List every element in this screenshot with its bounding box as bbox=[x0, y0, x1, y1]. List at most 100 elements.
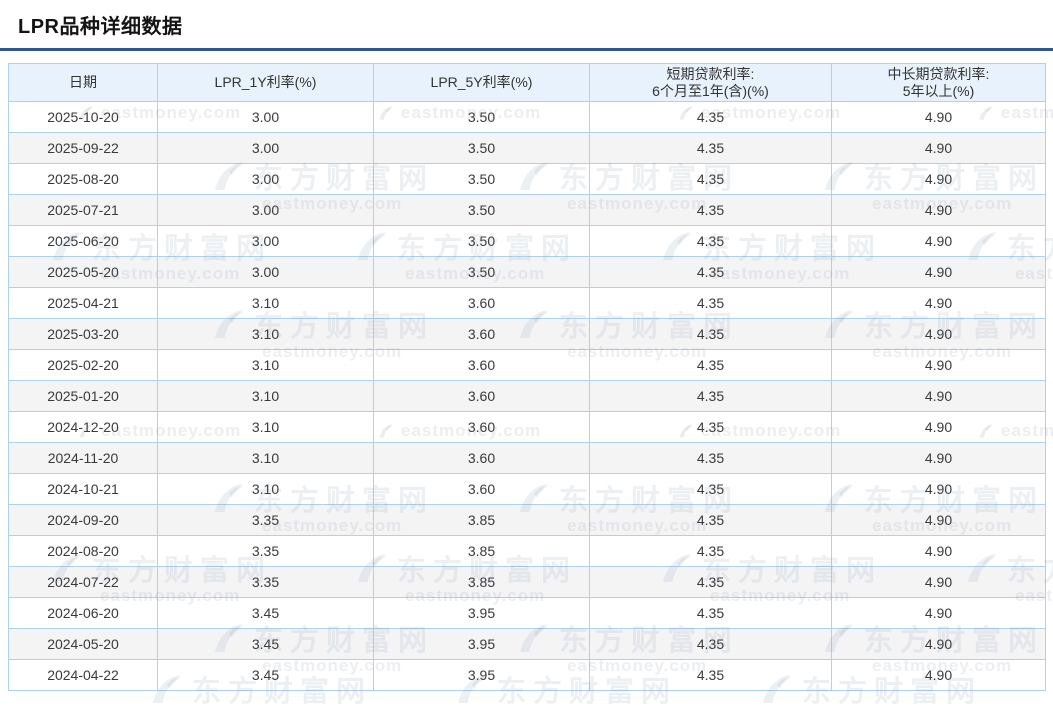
cell-lpr-5y: 3.60 bbox=[373, 380, 590, 412]
cell-mid-long-term-rate: 4.90 bbox=[831, 194, 1046, 226]
cell-lpr-1y: 3.10 bbox=[157, 442, 374, 474]
cell-lpr-1y: 3.10 bbox=[157, 380, 374, 412]
cell-short-term-rate: 4.35 bbox=[589, 535, 832, 567]
table-row: 2024-07-22 3.35 3.85 4.35 4.90 bbox=[8, 566, 1046, 598]
lpr-table-container: 日期 LPR_1Y利率(%) LPR_5Y利率(%) 短期贷款利率: 6个月至1… bbox=[8, 63, 1046, 691]
cell-lpr-5y: 3.60 bbox=[373, 287, 590, 319]
cell-lpr-5y: 3.60 bbox=[373, 442, 590, 474]
cell-short-term-rate: 4.35 bbox=[589, 597, 832, 629]
cell-mid-long-term-rate: 4.90 bbox=[831, 628, 1046, 660]
cell-short-term-rate: 4.35 bbox=[589, 132, 832, 164]
cell-mid-long-term-rate: 4.90 bbox=[831, 659, 1046, 691]
table-row: 2025-03-20 3.10 3.60 4.35 4.90 bbox=[8, 318, 1046, 350]
cell-short-term-rate: 4.35 bbox=[589, 225, 832, 257]
cell-lpr-5y: 3.50 bbox=[373, 256, 590, 288]
cell-date: 2024-09-20 bbox=[8, 504, 158, 536]
cell-mid-long-term-rate: 4.90 bbox=[831, 473, 1046, 505]
table-row: 2025-07-21 3.00 3.50 4.35 4.90 bbox=[8, 194, 1046, 226]
cell-lpr-1y: 3.00 bbox=[157, 101, 374, 133]
cell-short-term-rate: 4.35 bbox=[589, 101, 832, 133]
cell-short-term-rate: 4.35 bbox=[589, 628, 832, 660]
cell-lpr-5y: 3.50 bbox=[373, 163, 590, 195]
table-row: 2025-05-20 3.00 3.50 4.35 4.90 bbox=[8, 256, 1046, 288]
cell-lpr-1y: 3.00 bbox=[157, 132, 374, 164]
cell-lpr-5y: 3.50 bbox=[373, 132, 590, 164]
cell-short-term-rate: 4.35 bbox=[589, 287, 832, 319]
cell-short-term-rate: 4.35 bbox=[589, 349, 832, 381]
cell-lpr-5y: 3.50 bbox=[373, 194, 590, 226]
table-row: 2024-11-20 3.10 3.60 4.35 4.90 bbox=[8, 442, 1046, 474]
table-row: 2025-09-22 3.00 3.50 4.35 4.90 bbox=[8, 132, 1046, 164]
cell-mid-long-term-rate: 4.90 bbox=[831, 318, 1046, 350]
cell-mid-long-term-rate: 4.90 bbox=[831, 597, 1046, 629]
cell-lpr-5y: 3.60 bbox=[373, 411, 590, 443]
cell-lpr-5y: 3.85 bbox=[373, 535, 590, 567]
cell-mid-long-term-rate: 4.90 bbox=[831, 256, 1046, 288]
cell-date: 2025-02-20 bbox=[8, 349, 158, 381]
cell-date: 2025-08-20 bbox=[8, 163, 158, 195]
cell-lpr-1y: 3.10 bbox=[157, 411, 374, 443]
cell-date: 2025-05-20 bbox=[8, 256, 158, 288]
cell-date: 2024-06-20 bbox=[8, 597, 158, 629]
table-row: 2025-08-20 3.00 3.50 4.35 4.90 bbox=[8, 163, 1046, 195]
table-row: 2025-10-20 3.00 3.50 4.35 4.90 bbox=[8, 101, 1046, 133]
table-row: 2024-12-20 3.10 3.60 4.35 4.90 bbox=[8, 411, 1046, 443]
cell-lpr-1y: 3.00 bbox=[157, 194, 374, 226]
cell-date: 2025-10-20 bbox=[8, 101, 158, 133]
cell-lpr-1y: 3.35 bbox=[157, 535, 374, 567]
cell-lpr-5y: 3.95 bbox=[373, 597, 590, 629]
cell-date: 2024-08-20 bbox=[8, 535, 158, 567]
cell-lpr-5y: 3.95 bbox=[373, 659, 590, 691]
cell-lpr-5y: 3.85 bbox=[373, 566, 590, 598]
table-row: 2024-10-21 3.10 3.60 4.35 4.90 bbox=[8, 473, 1046, 505]
cell-date: 2024-05-20 bbox=[8, 628, 158, 660]
lpr-table: 日期 LPR_1Y利率(%) LPR_5Y利率(%) 短期贷款利率: 6个月至1… bbox=[8, 63, 1046, 691]
table-row: 2025-06-20 3.00 3.50 4.35 4.90 bbox=[8, 225, 1046, 257]
cell-date: 2024-07-22 bbox=[8, 566, 158, 598]
cell-short-term-rate: 4.35 bbox=[589, 194, 832, 226]
page-header: LPR品种详细数据 bbox=[0, 0, 1053, 48]
cell-date: 2025-01-20 bbox=[8, 380, 158, 412]
page-title: LPR品种详细数据 bbox=[18, 15, 183, 38]
cell-date: 2024-10-21 bbox=[8, 473, 158, 505]
cell-lpr-1y: 3.00 bbox=[157, 256, 374, 288]
cell-lpr-1y: 3.10 bbox=[157, 473, 374, 505]
cell-mid-long-term-rate: 4.90 bbox=[831, 163, 1046, 195]
cell-mid-long-term-rate: 4.90 bbox=[831, 442, 1046, 474]
title-divider bbox=[0, 48, 1053, 51]
table-row: 2024-06-20 3.45 3.95 4.35 4.90 bbox=[8, 597, 1046, 629]
cell-date: 2024-12-20 bbox=[8, 411, 158, 443]
cell-mid-long-term-rate: 4.90 bbox=[831, 349, 1046, 381]
cell-date: 2025-03-20 bbox=[8, 318, 158, 350]
cell-lpr-1y: 3.45 bbox=[157, 659, 374, 691]
cell-short-term-rate: 4.35 bbox=[589, 659, 832, 691]
cell-lpr-1y: 3.45 bbox=[157, 628, 374, 660]
column-header-short-term-rate: 短期贷款利率: 6个月至1年(含)(%) bbox=[589, 63, 832, 102]
cell-mid-long-term-rate: 4.90 bbox=[831, 380, 1046, 412]
cell-lpr-5y: 3.50 bbox=[373, 225, 590, 257]
table-header-row: 日期 LPR_1Y利率(%) LPR_5Y利率(%) 短期贷款利率: 6个月至1… bbox=[8, 63, 1046, 102]
cell-lpr-1y: 3.10 bbox=[157, 318, 374, 350]
table-row: 2024-08-20 3.35 3.85 4.35 4.90 bbox=[8, 535, 1046, 567]
cell-date: 2024-04-22 bbox=[8, 659, 158, 691]
cell-short-term-rate: 4.35 bbox=[589, 411, 832, 443]
cell-lpr-5y: 3.60 bbox=[373, 473, 590, 505]
cell-lpr-1y: 3.35 bbox=[157, 566, 374, 598]
cell-date: 2025-07-21 bbox=[8, 194, 158, 226]
cell-short-term-rate: 4.35 bbox=[589, 256, 832, 288]
cell-short-term-rate: 4.35 bbox=[589, 442, 832, 474]
column-header-lpr-1y: LPR_1Y利率(%) bbox=[157, 63, 374, 102]
column-header-lpr-5y: LPR_5Y利率(%) bbox=[373, 63, 590, 102]
cell-lpr-5y: 3.85 bbox=[373, 504, 590, 536]
cell-date: 2025-04-21 bbox=[8, 287, 158, 319]
column-header-mid-long-term-rate: 中长期贷款利率: 5年以上(%) bbox=[831, 63, 1046, 102]
cell-date: 2024-11-20 bbox=[8, 442, 158, 474]
table-row: 2025-01-20 3.10 3.60 4.35 4.90 bbox=[8, 380, 1046, 412]
cell-short-term-rate: 4.35 bbox=[589, 318, 832, 350]
cell-mid-long-term-rate: 4.90 bbox=[831, 225, 1046, 257]
table-row: 2024-04-22 3.45 3.95 4.35 4.90 bbox=[8, 659, 1046, 691]
cell-short-term-rate: 4.35 bbox=[589, 163, 832, 195]
cell-date: 2025-06-20 bbox=[8, 225, 158, 257]
table-row: 2024-05-20 3.45 3.95 4.35 4.90 bbox=[8, 628, 1046, 660]
